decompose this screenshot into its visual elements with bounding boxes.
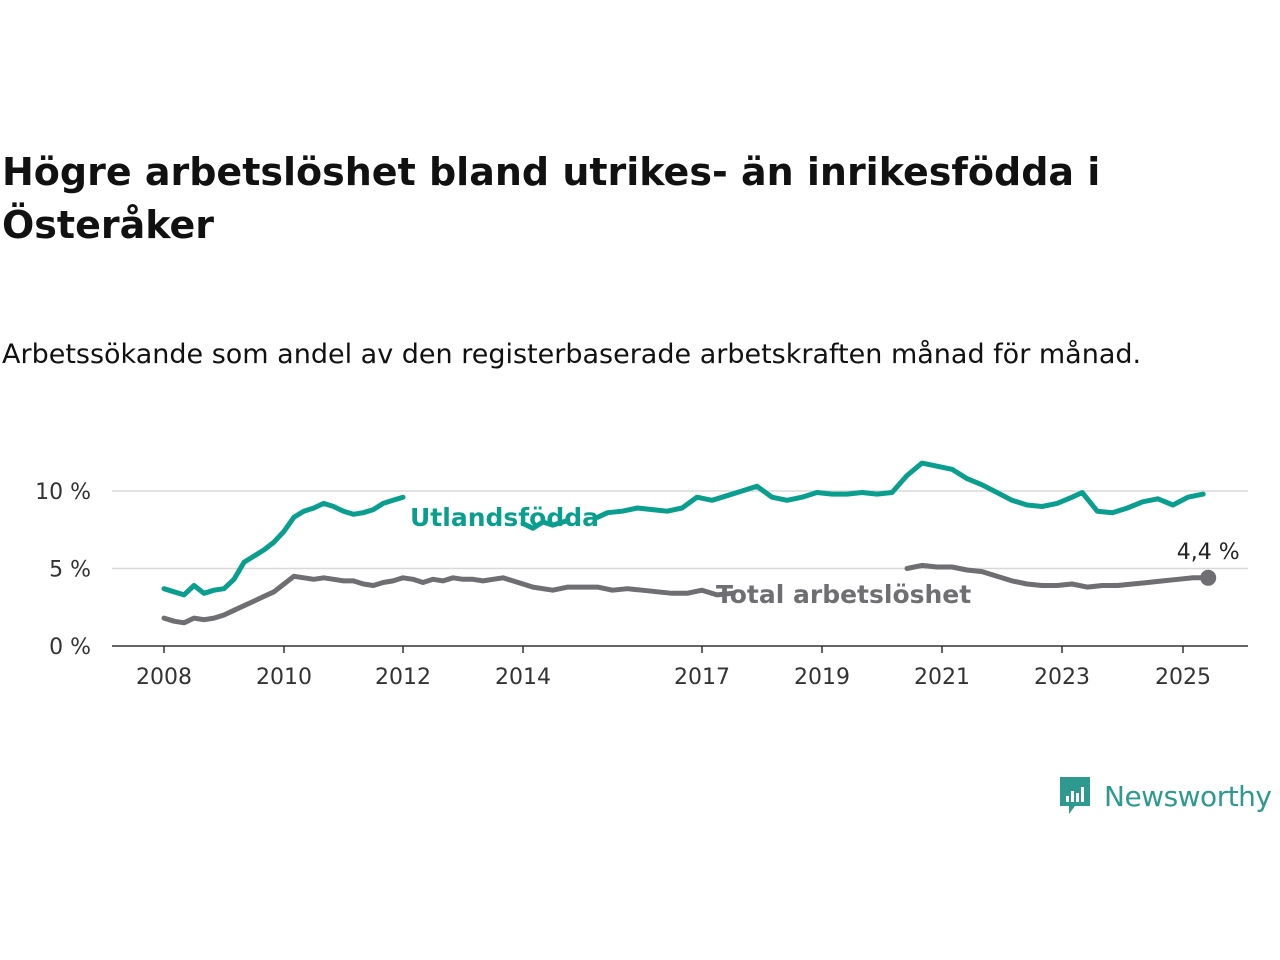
y-tick-label: 5 % (49, 558, 91, 583)
series-labels: Utlandsfödda Total arbetslöshet 4,4 % (410, 503, 1240, 609)
x-tick-label: 2019 (794, 665, 850, 690)
chart-title: Högre arbetslöshet bland utrikes- än inr… (2, 150, 1101, 247)
newsworthy-logo-icon (1060, 777, 1090, 814)
x-tick-label: 2017 (674, 665, 730, 690)
line-chart: 0 %5 %10 % 2008 2010 2012 2014 2017 2019 2021 2… (35, 460, 1248, 690)
y-tick-label: 10 % (35, 480, 91, 505)
series-line-utlandsfödda (161, 494, 406, 598)
series-line-total-arbetslöshet (161, 573, 735, 626)
x-tick-label: 2025 (1155, 665, 1211, 690)
chart-subtitle: Arbetssökande som andel av den registerb… (2, 339, 1142, 370)
y-tick-label: 0 % (49, 635, 91, 660)
brand-name: Newsworthy (1104, 779, 1272, 813)
x-tick-label: 2008 (136, 665, 192, 690)
x-tick-label: 2023 (1034, 665, 1090, 690)
series-line-utlandsfödda (520, 518, 571, 531)
gridlines (112, 490, 1248, 570)
x-tick-label: 2021 (914, 665, 970, 690)
series-label-total: Total arbetslöshet (716, 580, 971, 609)
x-tick-label: 2010 (256, 665, 312, 690)
x-tick-label: 2014 (495, 665, 551, 690)
y-axis: 0 % 5 % 10 % (35, 480, 91, 660)
newsworthy-logo: Newsworthy (1058, 773, 1272, 819)
series-label-utlandsfodda: Utlandsfödda (410, 503, 599, 532)
series-lines (161, 460, 1211, 626)
x-axis: 2008 2010 2012 2014 2017 2019 2021 2023 2025 (112, 645, 1248, 690)
series-line-utlandsfödda (595, 460, 1206, 520)
end-value-label: 4,4 % (1177, 540, 1240, 565)
end-point-marker (1200, 569, 1217, 586)
series-line-total-arbetslöshet (904, 562, 1211, 590)
x-tick-label: 2012 (375, 665, 431, 690)
